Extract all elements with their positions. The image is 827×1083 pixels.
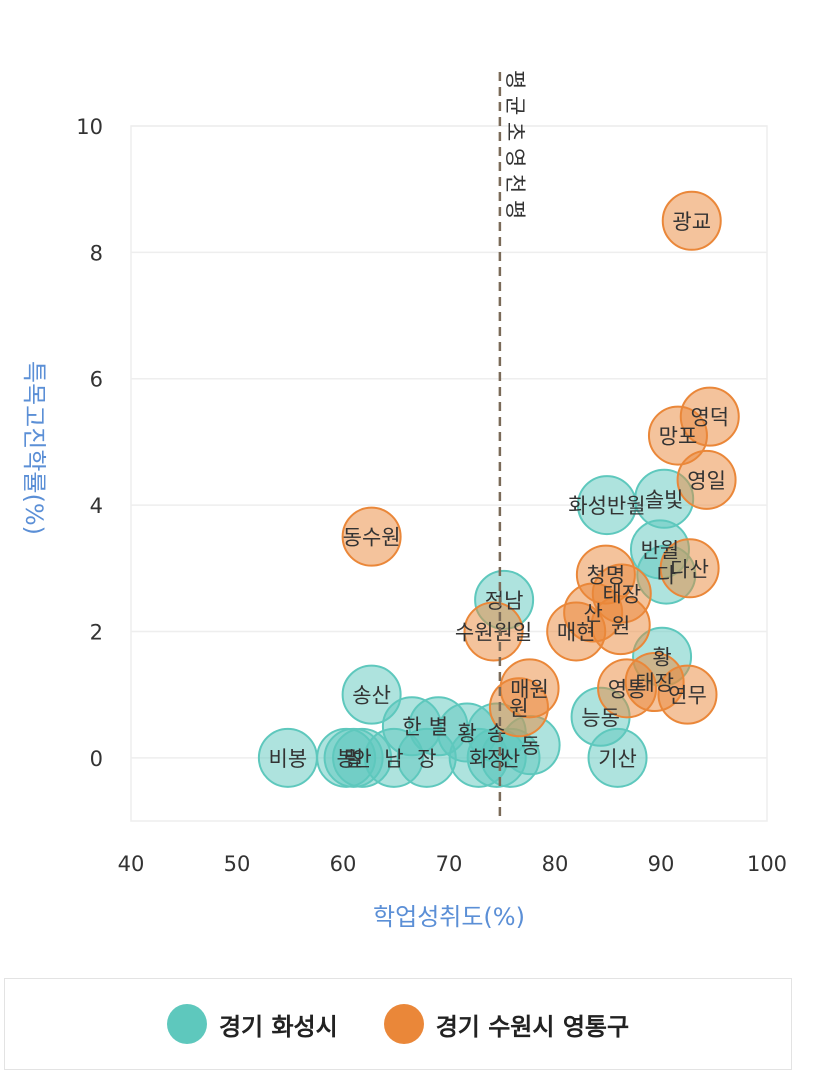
bubble-label: 태장 xyxy=(635,671,674,695)
x-tick-label: 70 xyxy=(436,852,463,876)
bubble-label: 남 xyxy=(384,747,403,771)
bubble-label: 영통 xyxy=(608,677,647,701)
data-bubble[interactable] xyxy=(661,190,722,251)
y-axis-title: 특목고진학률(%) xyxy=(20,361,48,535)
data-bubble[interactable] xyxy=(590,595,651,656)
bubble-label: 영덕 xyxy=(690,406,729,430)
bubble-label: 비봉 xyxy=(269,747,308,771)
bubble-label: 원 xyxy=(509,696,528,720)
reference-line-label: 평 균 초 영 천 평 xyxy=(503,70,527,219)
y-tick-label: 0 xyxy=(90,747,103,771)
bubble-label: 화성반월 xyxy=(568,494,645,518)
legend-swatch-hwaseong xyxy=(166,1004,207,1044)
legend-swatch-yeongtong xyxy=(383,1004,424,1044)
x-tick-label: 80 xyxy=(542,852,569,876)
x-tick-label: 50 xyxy=(224,852,251,876)
y-tick-label: 6 xyxy=(90,368,103,392)
data-bubble[interactable] xyxy=(587,727,648,788)
bubble-label: 영일 xyxy=(687,469,726,493)
bubble-label: 장 xyxy=(417,747,436,771)
bubble-label: 송산 xyxy=(352,684,391,708)
bubble-label: 산 xyxy=(583,602,602,626)
bubble-label: 매현 xyxy=(557,620,596,644)
bubble-label: 한 xyxy=(402,715,421,739)
data-bubble[interactable] xyxy=(488,677,549,738)
legend-label-hwaseong: 경기 화성시 xyxy=(218,1012,338,1041)
bubble-label: 동 xyxy=(521,734,540,758)
bubble-label: 광교 xyxy=(672,210,711,234)
bubble-label: 정남 xyxy=(485,589,524,613)
data-bubble[interactable] xyxy=(341,506,402,567)
x-tick-label: 60 xyxy=(330,852,357,876)
bubble-label: 정 xyxy=(487,747,506,771)
bubble-label: 매원 xyxy=(510,677,549,701)
y-tick-label: 4 xyxy=(90,494,103,518)
x-tick-label: 40 xyxy=(118,852,145,876)
x-axis-title: 학업성취도(%) xyxy=(373,903,525,931)
bubble-label: 솔빛 xyxy=(645,488,684,512)
y-tick-label: 8 xyxy=(90,241,103,265)
bubble-label: 다산 xyxy=(670,557,709,581)
bubble-label: 산 xyxy=(501,747,520,771)
data-bubble[interactable] xyxy=(341,664,402,725)
x-tick-label: 90 xyxy=(648,852,675,876)
legend-label-yeongtong: 경기 수원시 영통구 xyxy=(435,1012,630,1041)
bubble-label: 연무 xyxy=(668,684,707,708)
data-bubble[interactable] xyxy=(659,538,720,599)
bubble-label: 청명 xyxy=(587,564,626,588)
bubble-label: 송 xyxy=(487,722,506,746)
data-bubble[interactable] xyxy=(647,405,708,466)
y-tick-label: 10 xyxy=(76,115,103,139)
bubble-label: 망포 xyxy=(659,425,698,449)
data-bubble[interactable] xyxy=(676,449,737,510)
x-tick-label: 100 xyxy=(747,852,787,876)
bubble-label: 기산 xyxy=(598,747,637,771)
bubble-label: 황 xyxy=(457,722,476,746)
bubble-label: 원 xyxy=(611,614,630,638)
bubble-label: 황 xyxy=(652,646,671,670)
bubble-label: 다 xyxy=(657,564,676,588)
bubble-label: 봉 xyxy=(337,747,356,771)
x-axis-ticks: 40 50 60 70 80 90 100 xyxy=(118,852,787,876)
data-bubble[interactable] xyxy=(463,601,524,662)
legend-item-hwaseong[interactable]: 경기 화성시 xyxy=(166,1004,338,1044)
y-tick-label: 2 xyxy=(90,620,103,644)
bubble-label: 화 xyxy=(469,747,488,771)
legend: 경기 화성시 경기 수원시 영통구 xyxy=(4,978,792,1070)
y-axis-ticks: 0 2 4 6 8 10 xyxy=(76,115,103,771)
reference-line-layer: 평 균 초 영 천 평 xyxy=(498,70,527,821)
series-1 xyxy=(341,190,740,738)
bubble-label: 별 xyxy=(429,715,448,739)
bubble-label: 능동 xyxy=(581,706,620,730)
bubble-label: 태장 xyxy=(602,583,641,607)
bubble-label: 반월 xyxy=(641,538,680,562)
bubble-label: 수원원일 xyxy=(455,620,532,644)
bubble-label: 멀 xyxy=(344,747,363,771)
legend-item-yeongtong[interactable]: 경기 수원시 영통구 xyxy=(383,1004,630,1044)
data-bubble[interactable] xyxy=(657,664,718,725)
bubble-label: 동수원 xyxy=(343,526,401,550)
bubble-label: 안 xyxy=(352,747,371,771)
